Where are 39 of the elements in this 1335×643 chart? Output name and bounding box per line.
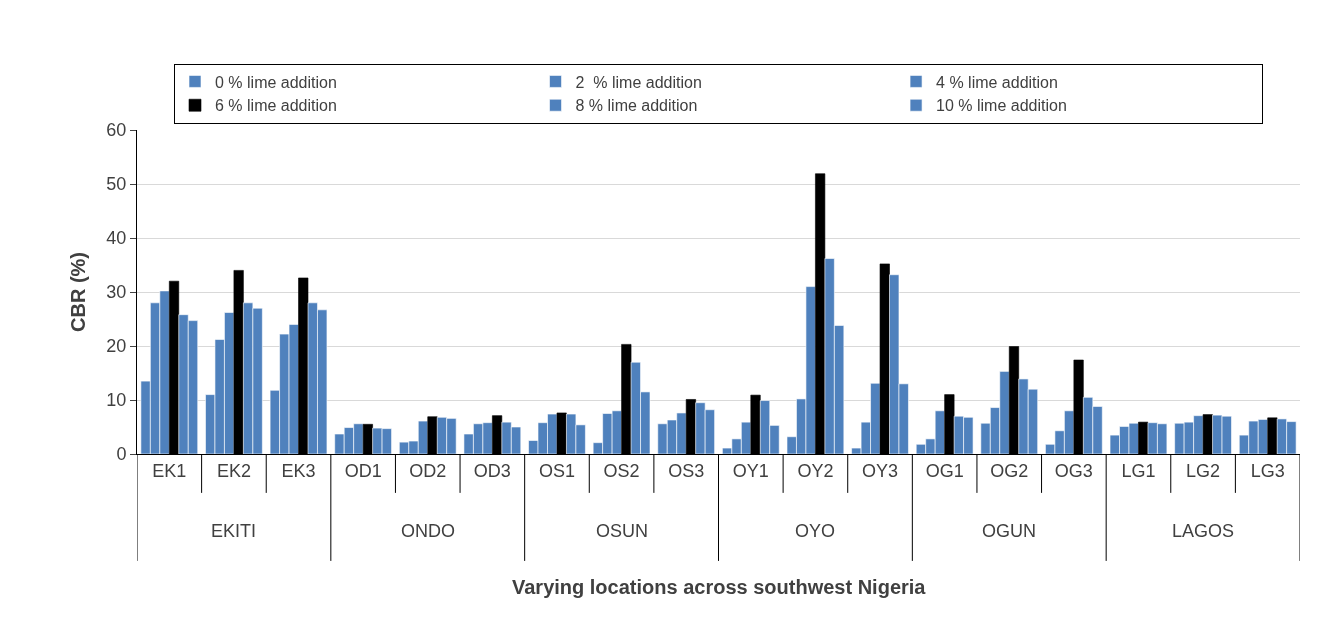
x-tick-label: OY1	[732, 460, 769, 481]
x-tick-label: LG2	[1186, 460, 1221, 481]
text: OGUN	[982, 521, 1036, 541]
x-tick-label: EK2	[216, 460, 251, 481]
x-tick-label: LG1	[1121, 460, 1156, 481]
x-tick-label: OG3	[1054, 460, 1093, 481]
x-tick-label: OY2	[797, 460, 834, 481]
text: ONDO	[401, 521, 455, 541]
x-tick-label: OG1	[925, 460, 964, 481]
text: OYO	[795, 521, 836, 541]
x-tick-label: OS3	[668, 460, 705, 481]
x-tick-label: LG3	[1250, 460, 1285, 481]
text: OSUN	[596, 521, 649, 541]
legend-label: 10 % lime addition	[936, 97, 1067, 115]
x-tick-label: OD3	[473, 460, 511, 481]
x-tick-label: EK1	[152, 460, 187, 481]
y-tick-label: 30	[106, 282, 127, 303]
y-tick-label: 40	[106, 228, 127, 249]
legend-label: 2 % lime addition	[575, 73, 702, 91]
x-tick-label: OS2	[603, 460, 640, 481]
y-tick-label: 60	[106, 120, 127, 141]
y-tick-label: 0	[116, 444, 127, 465]
x-tick-label: EK3	[281, 460, 316, 481]
y-tick-label: 10	[106, 390, 127, 411]
legend-label: 8 % lime addition	[575, 97, 698, 115]
x-tick-label: OG2	[990, 460, 1029, 481]
x-axis-title: Varying locations across southwest Nigeria	[512, 576, 927, 598]
x-tick-label: OD2	[409, 460, 447, 481]
y-tick-label: 20	[106, 336, 127, 357]
y-axis-title: CBR (%)	[66, 252, 89, 332]
text: LAGOS	[1172, 521, 1235, 541]
legend-label: 0 % lime addition	[215, 73, 337, 91]
x-tick-label: OY3	[862, 460, 899, 481]
x-tick-label: OS1	[538, 460, 575, 481]
text: EKITI	[211, 521, 257, 541]
legend-label: 6 % lime addition	[215, 97, 337, 115]
x-tick-label: OD1	[344, 460, 382, 481]
legend-label: 4 % lime addition	[936, 73, 1058, 91]
y-tick-label: 50	[106, 174, 127, 195]
